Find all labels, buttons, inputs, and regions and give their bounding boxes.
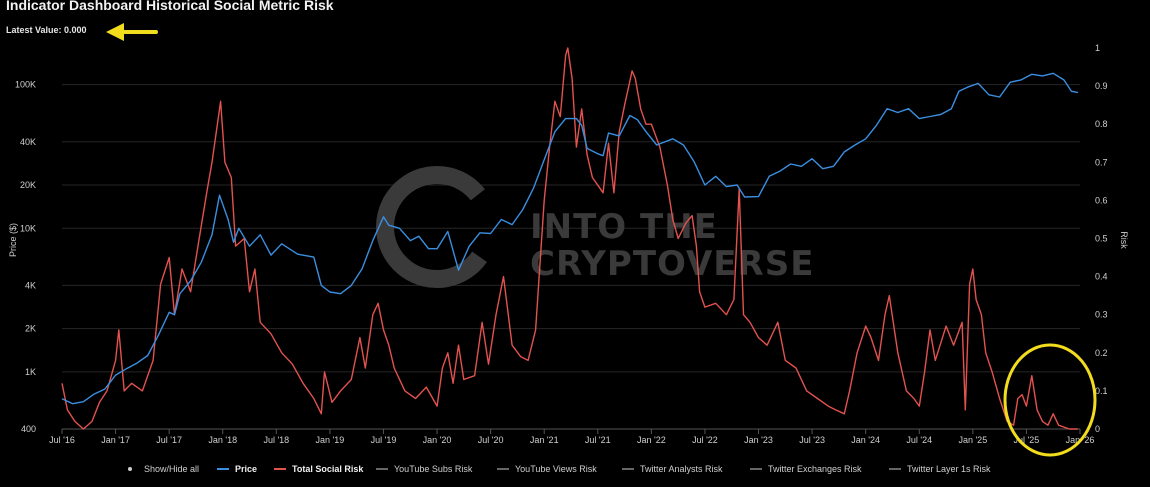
legend-label: Twitter Exchanges Risk: [768, 464, 862, 474]
x-tick-label: Jul '18: [263, 435, 289, 445]
x-tick-label: Jul '22: [692, 435, 718, 445]
y-axis-left: 400 1K 2K 4K 10K 20K 40K 100K: [15, 80, 36, 434]
legend-label: YouTube Views Risk: [515, 464, 597, 474]
legend-label: Total Social Risk: [292, 464, 364, 474]
x-axis: Jul '16 Jan '17 Jul '17 Jan '18 Jul '18 Jan '…: [49, 428, 1094, 445]
x-tick-label: Jan '18: [208, 435, 237, 445]
arrow-left-icon: [106, 23, 158, 41]
watermark-line1: INTO THE: [530, 207, 718, 247]
y-right-tick-label: 0.4: [1095, 272, 1108, 282]
total-social-risk-series-line: [61, 47, 1078, 430]
y-axis-right-title: Risk: [1119, 231, 1129, 249]
legend-label: YouTube Subs Risk: [394, 464, 473, 474]
chart-title: Indicator Dashboard Historical Social Me…: [6, 0, 334, 13]
y-left-tick-label: 2K: [25, 324, 36, 334]
x-tick-label: Jul '19: [371, 435, 397, 445]
x-tick-label: Jul '20: [478, 435, 504, 445]
x-tick-label: Jan '22: [637, 435, 666, 445]
legend-label: Price: [235, 464, 257, 474]
legend-item-twitter-layer1s-risk[interactable]: Twitter Layer 1s Risk: [889, 464, 991, 474]
y-right-tick-label: 0.2: [1095, 348, 1108, 358]
x-tick-label: Jan '19: [316, 435, 345, 445]
y-left-tick-label: 40K: [20, 137, 36, 147]
x-tick-label: Jan '24: [851, 435, 880, 445]
y-left-tick-label: 1K: [25, 367, 36, 377]
x-tick-label: Jul '17: [156, 435, 182, 445]
legend-label: Show/Hide all: [144, 464, 199, 474]
y-right-tick-label: 0.9: [1095, 81, 1108, 91]
series-layer: [61, 47, 1079, 430]
y-right-tick-label: 1: [1095, 43, 1100, 53]
y-axis-left-title: Price ($): [8, 223, 18, 257]
annotations: [106, 23, 1097, 457]
legend-item-twitter-exchanges-risk[interactable]: Twitter Exchanges Risk: [750, 464, 862, 474]
y-axis-right: 0 0.1 0.2 0.3 0.4 0.5 0.6 0.7 0.8 0.9 1: [1095, 43, 1108, 434]
x-tick-label: Jan '21: [530, 435, 559, 445]
dot-icon: [128, 467, 132, 471]
y-right-tick-label: 0.8: [1095, 119, 1108, 129]
x-tick-label: Jul '16: [49, 435, 75, 445]
latest-value-label: Latest Value: 0.000: [6, 25, 87, 35]
legend-item-price[interactable]: Price: [217, 464, 257, 474]
legend-label: Twitter Analysts Risk: [640, 464, 723, 474]
x-tick-label: Jul '25: [1014, 435, 1040, 445]
price-series-line: [61, 72, 1079, 405]
highlight-circle: [1003, 343, 1097, 457]
legend-item-show-hide-all[interactable]: Show/Hide all: [128, 464, 199, 474]
y-left-tick-label: 10K: [20, 223, 36, 233]
y-right-tick-label: 0.3: [1095, 310, 1108, 320]
x-tick-label: Jul '23: [799, 435, 825, 445]
x-tick-label: Jan '23: [744, 435, 773, 445]
y-left-tick-label: 100K: [15, 80, 36, 90]
watermark: INTO THE CRYPTOVERSE: [376, 166, 814, 288]
y-right-tick-label: 0.1: [1095, 386, 1108, 396]
legend-item-youtube-views-risk[interactable]: YouTube Views Risk: [497, 464, 597, 474]
x-tick-label: Jan '17: [101, 435, 130, 445]
y-right-tick-label: 0.6: [1095, 195, 1108, 205]
x-tick-label: Jan '25: [958, 435, 987, 445]
x-tick-label: Jan '20: [423, 435, 452, 445]
y-right-tick-label: 0.7: [1095, 157, 1108, 167]
legend-item-total-social-risk[interactable]: Total Social Risk: [274, 464, 364, 474]
y-left-tick-label: 4K: [25, 280, 36, 290]
legend-label: Twitter Layer 1s Risk: [907, 464, 991, 474]
legend-item-twitter-analysts-risk[interactable]: Twitter Analysts Risk: [622, 464, 723, 474]
legend: Show/Hide all Price Total Social Risk YouTu…: [128, 464, 991, 474]
y-right-tick-label: 0.5: [1095, 234, 1108, 244]
y-left-tick-label: 400: [21, 424, 36, 434]
y-left-tick-label: 20K: [20, 180, 36, 190]
watermark-line2: CRYPTOVERSE: [530, 244, 814, 284]
y-right-tick-label: 0: [1095, 424, 1100, 434]
legend-item-youtube-subs-risk[interactable]: YouTube Subs Risk: [376, 464, 473, 474]
x-tick-label: Jul '24: [906, 435, 932, 445]
x-tick-label: Jul '21: [585, 435, 611, 445]
